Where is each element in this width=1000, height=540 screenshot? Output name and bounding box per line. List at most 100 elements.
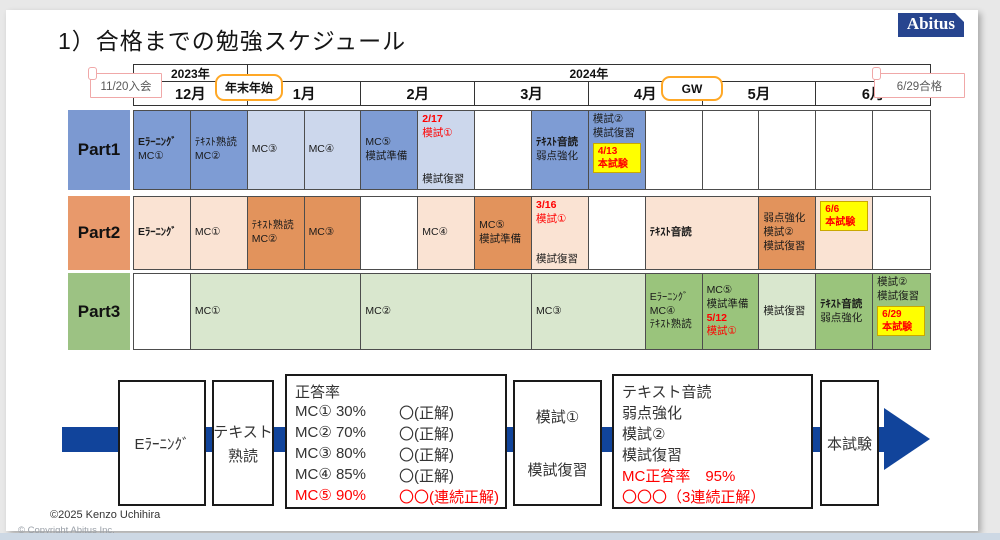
schedule-cell: Eﾗｰﾆﾝｸﾞ [134,197,191,269]
schedule-cell: 3/16 模試① 模試復習 [532,197,589,269]
cell-text: 模試準備 [706,297,749,310]
cell-text: ﾃｷｽﾄ音読 [820,297,863,310]
callout-pass-label: 6/29合格 [896,80,943,93]
cell-text: Eﾗｰﾆﾝｸﾞ [138,226,177,239]
flow-text: MC③ 80% 〇(正解) [295,444,497,465]
cell-text: MC② [194,150,221,162]
cell-text: MC③ [251,143,278,156]
cell-text: ﾃｷｽﾄ熟読 [194,136,237,149]
schedule-cell [816,111,874,189]
schedule-cell: MC② [361,274,532,349]
cell-text: 模試準備 [365,150,408,162]
schedule-cell: MC① [190,274,362,349]
schedule-row-grid: MC① MC② MC③ Eﾗｰﾆﾝｸﾞ MC④ ﾃｷｽﾄ熟読 MC⑤ 模試準備 5/12 模試① 模… [133,273,931,350]
cell-text: ﾃｷｽﾄ熟読 [251,219,294,232]
cell-text: Eﾗｰﾆﾝｸﾞ [138,136,177,149]
cell-spacer [422,141,472,173]
flow-text-right: 〇〇(連続正解) [399,489,499,506]
schedule-cell: ﾃｷｽﾄ音読 弱点強化 [816,274,874,349]
schedule-cell [873,197,930,269]
schedule-cell: MC④ [304,111,362,189]
cell-text: 模試② [763,226,794,239]
cell-text: 弱点強化 [763,212,806,225]
schedule-cell: MC⑤ 模試準備 5/12 模試① [702,274,760,349]
schedule-cell [873,111,930,189]
flow-text-right: 〇(正解) [399,468,454,485]
schedule-row-part3: Part3 MC① MC② MC③ Eﾗｰﾆﾝｸﾞ MC④ ﾃｷｽﾄ熟読 MC⑤ 模試準備 5/1… [68,273,931,350]
schedule-cell [759,111,817,189]
cell-text: 模試① [536,212,567,225]
flow-text-left: MC③ 80% [295,445,366,462]
year-label: 2023年 [134,65,248,82]
cell-text: Eﾗｰﾆﾝｸﾞ [649,290,689,303]
flow-text-left: MC① 30% [295,403,366,420]
schedule-cell: 弱点強化 模試② 模試復習 [759,197,817,269]
flow-text: 〇〇〇（3連続正解） [622,489,766,506]
exam-label: 本試験 [597,158,628,170]
footer-copyright-suffix: Inc. [96,525,115,536]
row-label-part2: Part2 [68,196,130,270]
flow-text: MC正答率 95% [622,468,736,485]
schedule-cell [361,197,419,269]
schedule-cell: ﾃｷｽﾄ熟読 MC② [247,197,305,269]
slide: 1）合格までの勉強スケジュール Abitus 2023年 2024年 12月 1月 2… [6,10,978,536]
schedule-cell: MC① [190,197,248,269]
cell-text: 模試① [706,325,737,338]
callout-enrollment-label: 11/20入会 [100,80,152,93]
schedule-row-grid: Eﾗｰﾆﾝｸﾞ MC① ﾃｷｽﾄ熟読 MC② MC③ MC④ MC⑤ 模試準備 2/17 模試① 模… [133,110,931,190]
cell-text: 模試② [877,276,908,288]
cell-text: ﾃｷｽﾄ音読 [649,226,692,239]
exam-date: 6/29 [882,308,902,320]
schedule-cell: MC③ [532,274,646,349]
cell-text: 模試復習 [536,253,578,266]
schedule-row-grid: Eﾗｰﾆﾝｸﾞ MC① ﾃｷｽﾄ熟読 MC② MC③ MC④ MC⑤ 模試準備 3/16 模試① 模… [133,196,931,270]
flow-text: テキスト [213,423,273,441]
flow-box-text-reading: テキスト 熟読 [212,380,274,506]
cell-text: MC④ [422,226,449,239]
page-title: 1）合格までの勉強スケジュール [58,28,407,54]
flow-text-right: 〇(正解) [399,405,454,422]
flow-text: 模試① [535,409,580,426]
schedule-cell [645,111,703,189]
cell-text: 模試復習 [763,304,806,317]
callout-newyear-label: 年末年始 [224,81,273,95]
callout-golden-week: GW [661,76,723,101]
cell-text: 模試① [422,126,453,139]
schedule-cell: MC⑤ 模試準備 [475,197,532,269]
cell-text: 3/16 [536,199,557,211]
schedule-row-part2: Part2 Eﾗｰﾆﾝｸﾞ MC① ﾃｷｽﾄ熟読 MC② MC③ MC④ MC⑤ 模試準備 3/1… [68,196,931,270]
schedule-cell: Eﾗｰﾆﾝｸﾞ MC④ ﾃｷｽﾄ熟読 [645,274,703,349]
exam-date: 6/6 [825,204,840,215]
flow-text-left: MC⑤ 90% [295,487,366,504]
flow-text: MC④ 85% 〇(正解) [295,465,497,486]
flow-box-final-prep: テキスト音読 弱点強化 模試② 模試復習 MC正答率 95% 〇〇〇（3連続正解） [612,374,813,509]
flow-text: 正答率 [295,384,341,401]
schedule-cell: MC④ [418,197,476,269]
schedule-cell: 模試復習 [759,274,817,349]
flow-text-left: MC④ 85% [295,466,366,483]
exam-label: 本試験 [882,321,913,333]
schedule-cell: 6/6 本試験 [816,197,874,269]
cell-text: MC⑤ [479,219,505,232]
flow-arrow-head-icon [884,408,930,470]
cell-text: 5/12 [706,311,727,324]
window-bottom-strip [0,533,1000,540]
cell-text: 2/17 [422,113,443,125]
exam-date: 4/13 [597,145,618,157]
flow-text: 熟読 [227,447,258,465]
flow-text: 弱点強化 [622,405,683,422]
flow-box-accuracy-rate: 正答率 MC① 30% 〇(正解) MC② 70% 〇(正解) MC③ 80% 〇(正解) M… [285,374,507,509]
cell-text: MC⑤ [365,136,392,149]
exam-date-badge: 6/29 本試験 [877,305,926,336]
row-label-part1: Part1 [68,110,130,190]
schedule-cell: MC③ [304,197,362,269]
callout-pass-date: 6/29合格 [872,67,965,98]
schedule-cell [702,111,760,189]
cell-text: 模試② [592,113,624,125]
exam-label: 本試験 [825,217,856,228]
schedule-cell: 模試② 模試復習 6/29 本試験 [873,274,930,349]
schedule-cell [588,197,646,269]
cell-text: MC① [138,150,164,162]
cell-text: MC④ [649,304,676,317]
callout-gw-label: GW [681,81,703,96]
